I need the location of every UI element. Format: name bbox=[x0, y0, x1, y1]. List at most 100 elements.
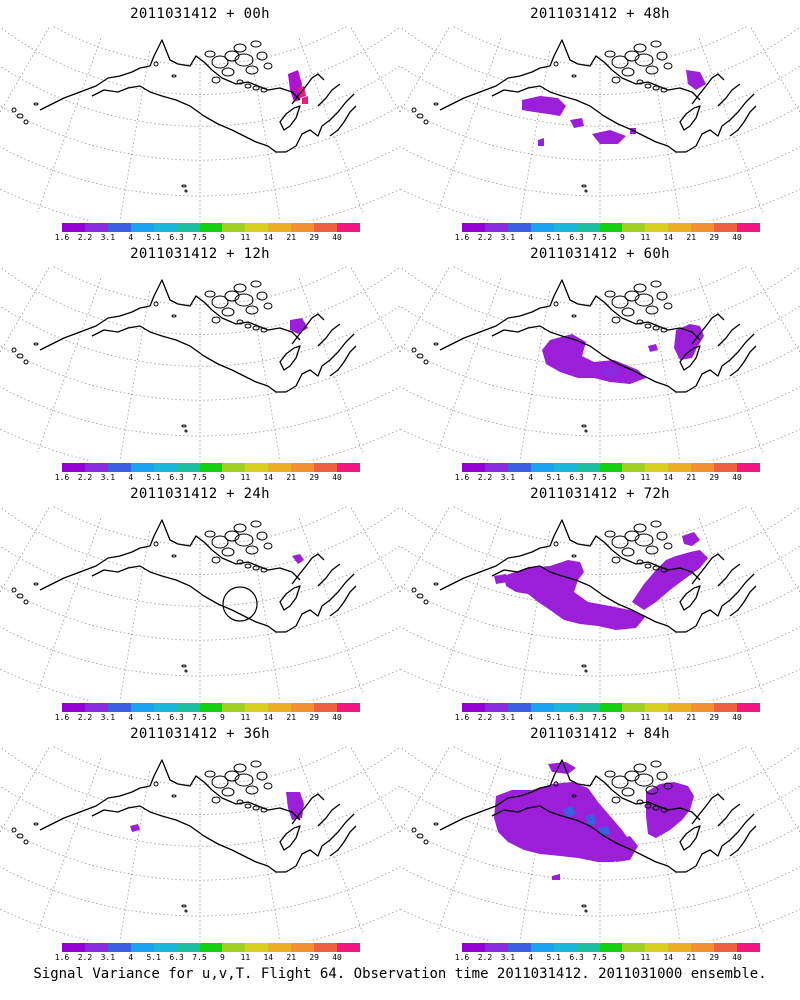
colorbar-tick-label: 21 bbox=[286, 473, 297, 482]
colorbar-labels: 1.6 2.2 3.1 4 5.1 6.3 7.5 9 11 14 21 29 40 bbox=[455, 953, 760, 963]
colorbar-tick-label: 9 bbox=[620, 473, 625, 482]
colorbar-segment bbox=[737, 703, 760, 712]
colorbar-tick-label: 29 bbox=[709, 233, 719, 242]
colorbar-tick-label: 3.1 bbox=[100, 233, 116, 242]
colorbar-segment bbox=[130, 223, 154, 232]
coastline bbox=[439, 759, 757, 873]
colorbar-segment bbox=[645, 943, 669, 952]
colorbar-tick-label: 6.3 bbox=[569, 953, 584, 962]
colorbar-tick-label: 7.5 bbox=[192, 953, 207, 962]
colorbar-segment bbox=[622, 703, 646, 712]
panel-title: 2011031412 + 00h bbox=[130, 6, 270, 22]
islands bbox=[11, 280, 273, 433]
colorbar-tick-label: 1.6 bbox=[54, 953, 70, 962]
colorbar-tick-label: 14 bbox=[263, 713, 274, 722]
colorbar-segment bbox=[337, 223, 360, 232]
colorbar-tick-label: 21 bbox=[286, 233, 297, 242]
colorbar-segment bbox=[553, 223, 577, 232]
colorbar-tick-label: 7.5 bbox=[592, 473, 607, 482]
colorbar bbox=[62, 223, 360, 232]
colorbar-segment bbox=[222, 943, 246, 952]
colorbar-tick-label: 40 bbox=[332, 713, 342, 722]
coastline bbox=[439, 39, 757, 153]
colorbar-tick-label: 7.5 bbox=[592, 953, 607, 962]
colorbar-tick-label: 11 bbox=[240, 953, 251, 962]
colorbar-tick-label: 11 bbox=[640, 713, 651, 722]
colorbar-segment bbox=[291, 703, 315, 712]
colorbar-segment bbox=[222, 703, 246, 712]
colorbar bbox=[462, 223, 760, 232]
map-panel: 2011031412 + 84h 1.6 2.2 3.1 4 5.1 6.3 7.5 9 11 14… bbox=[400, 720, 800, 963]
colorbar-labels: 1.6 2.2 3.1 4 5.1 6.3 7.5 9 11 14 21 29 40 bbox=[455, 473, 760, 483]
variance-region bbox=[494, 782, 632, 862]
colorbar-tick-label: 5.1 bbox=[146, 473, 161, 482]
colorbar-segment bbox=[62, 223, 85, 232]
colorbar-tick-label: 9 bbox=[620, 953, 625, 962]
map-panel: 2011031412 + 24h 1.6 2.2 3.1 4 5.1 6.3 7.5 9 11 14… bbox=[0, 480, 400, 722]
colorbar-tick-label: 29 bbox=[309, 473, 319, 482]
colorbar-tick-label: 14 bbox=[663, 473, 674, 482]
coastline bbox=[39, 759, 357, 873]
variance-region bbox=[612, 836, 638, 862]
colorbar-tick-label: 11 bbox=[640, 473, 651, 482]
colorbar-segment bbox=[553, 463, 577, 472]
colorbar-segment bbox=[599, 463, 623, 472]
colorbar-tick-label: 40 bbox=[732, 473, 742, 482]
colorbar-segment bbox=[553, 943, 577, 952]
colorbar-segment bbox=[737, 463, 760, 472]
colorbar-segment bbox=[199, 943, 223, 952]
colorbar bbox=[62, 943, 360, 952]
colorbar-segment bbox=[645, 463, 669, 472]
variance-region bbox=[548, 762, 576, 774]
colorbar bbox=[462, 463, 760, 472]
variance-region bbox=[592, 130, 626, 144]
islands bbox=[11, 520, 273, 673]
colorbar-segment bbox=[576, 223, 600, 232]
variance-region bbox=[286, 792, 304, 820]
colorbar-segment bbox=[337, 703, 360, 712]
colorbar-tick-label: 40 bbox=[332, 473, 342, 482]
colorbar-tick-label: 1.6 bbox=[54, 713, 70, 722]
colorbar-segment bbox=[176, 703, 200, 712]
colorbar-segment bbox=[268, 703, 292, 712]
colorbar-tick-label: 2.2 bbox=[77, 953, 93, 962]
colorbar-tick-label: 2.2 bbox=[77, 713, 93, 722]
colorbar-tick-label: 14 bbox=[663, 953, 674, 962]
colorbar-tick-label: 21 bbox=[686, 233, 697, 242]
colorbar-tick-label: 29 bbox=[309, 233, 319, 242]
colorbar-segment bbox=[691, 703, 715, 712]
colorbar-tick-label: 40 bbox=[732, 713, 742, 722]
colorbar-tick-label: 29 bbox=[309, 953, 319, 962]
colorbar-segment bbox=[507, 463, 531, 472]
colorbar-tick-label: 5.1 bbox=[546, 953, 561, 962]
colorbar-tick-label: 6.3 bbox=[169, 713, 184, 722]
colorbar-segment bbox=[130, 463, 154, 472]
colorbar-segment bbox=[245, 463, 269, 472]
panel-title: 2011031412 + 36h bbox=[130, 726, 270, 742]
map-panel: 2011031412 + 60h 1.6 2.2 3.1 4 5.1 6.3 7.5 9 11 14… bbox=[400, 240, 800, 483]
variance-region bbox=[682, 532, 700, 546]
variance-region bbox=[686, 70, 706, 90]
colorbar-tick-label: 7.5 bbox=[192, 713, 207, 722]
colorbar-segment bbox=[691, 463, 715, 472]
colorbar-segment bbox=[553, 703, 577, 712]
map-plot bbox=[400, 506, 800, 701]
colorbar-segment bbox=[176, 463, 200, 472]
colorbar-segment bbox=[199, 703, 223, 712]
panel-title: 2011031412 + 72h bbox=[530, 486, 670, 502]
colorbar-tick-label: 7.5 bbox=[192, 233, 207, 242]
colorbar-tick-label: 1.6 bbox=[454, 233, 470, 242]
colorbar-segment bbox=[484, 943, 508, 952]
colorbar-tick-label: 2.2 bbox=[477, 233, 493, 242]
colorbar-segment bbox=[484, 463, 508, 472]
colorbar-segment bbox=[507, 223, 531, 232]
colorbar-tick-label: 2.2 bbox=[77, 233, 93, 242]
colorbar-tick-label: 21 bbox=[686, 953, 697, 962]
colorbar-tick-label: 5.1 bbox=[146, 713, 161, 722]
colorbar-tick-label: 6.3 bbox=[569, 233, 584, 242]
colorbar-segment bbox=[599, 943, 623, 952]
coastline bbox=[39, 39, 357, 153]
variance-region bbox=[522, 96, 566, 116]
colorbar-tick-label: 1.6 bbox=[454, 953, 470, 962]
colorbar-tick-label: 4 bbox=[128, 473, 134, 482]
